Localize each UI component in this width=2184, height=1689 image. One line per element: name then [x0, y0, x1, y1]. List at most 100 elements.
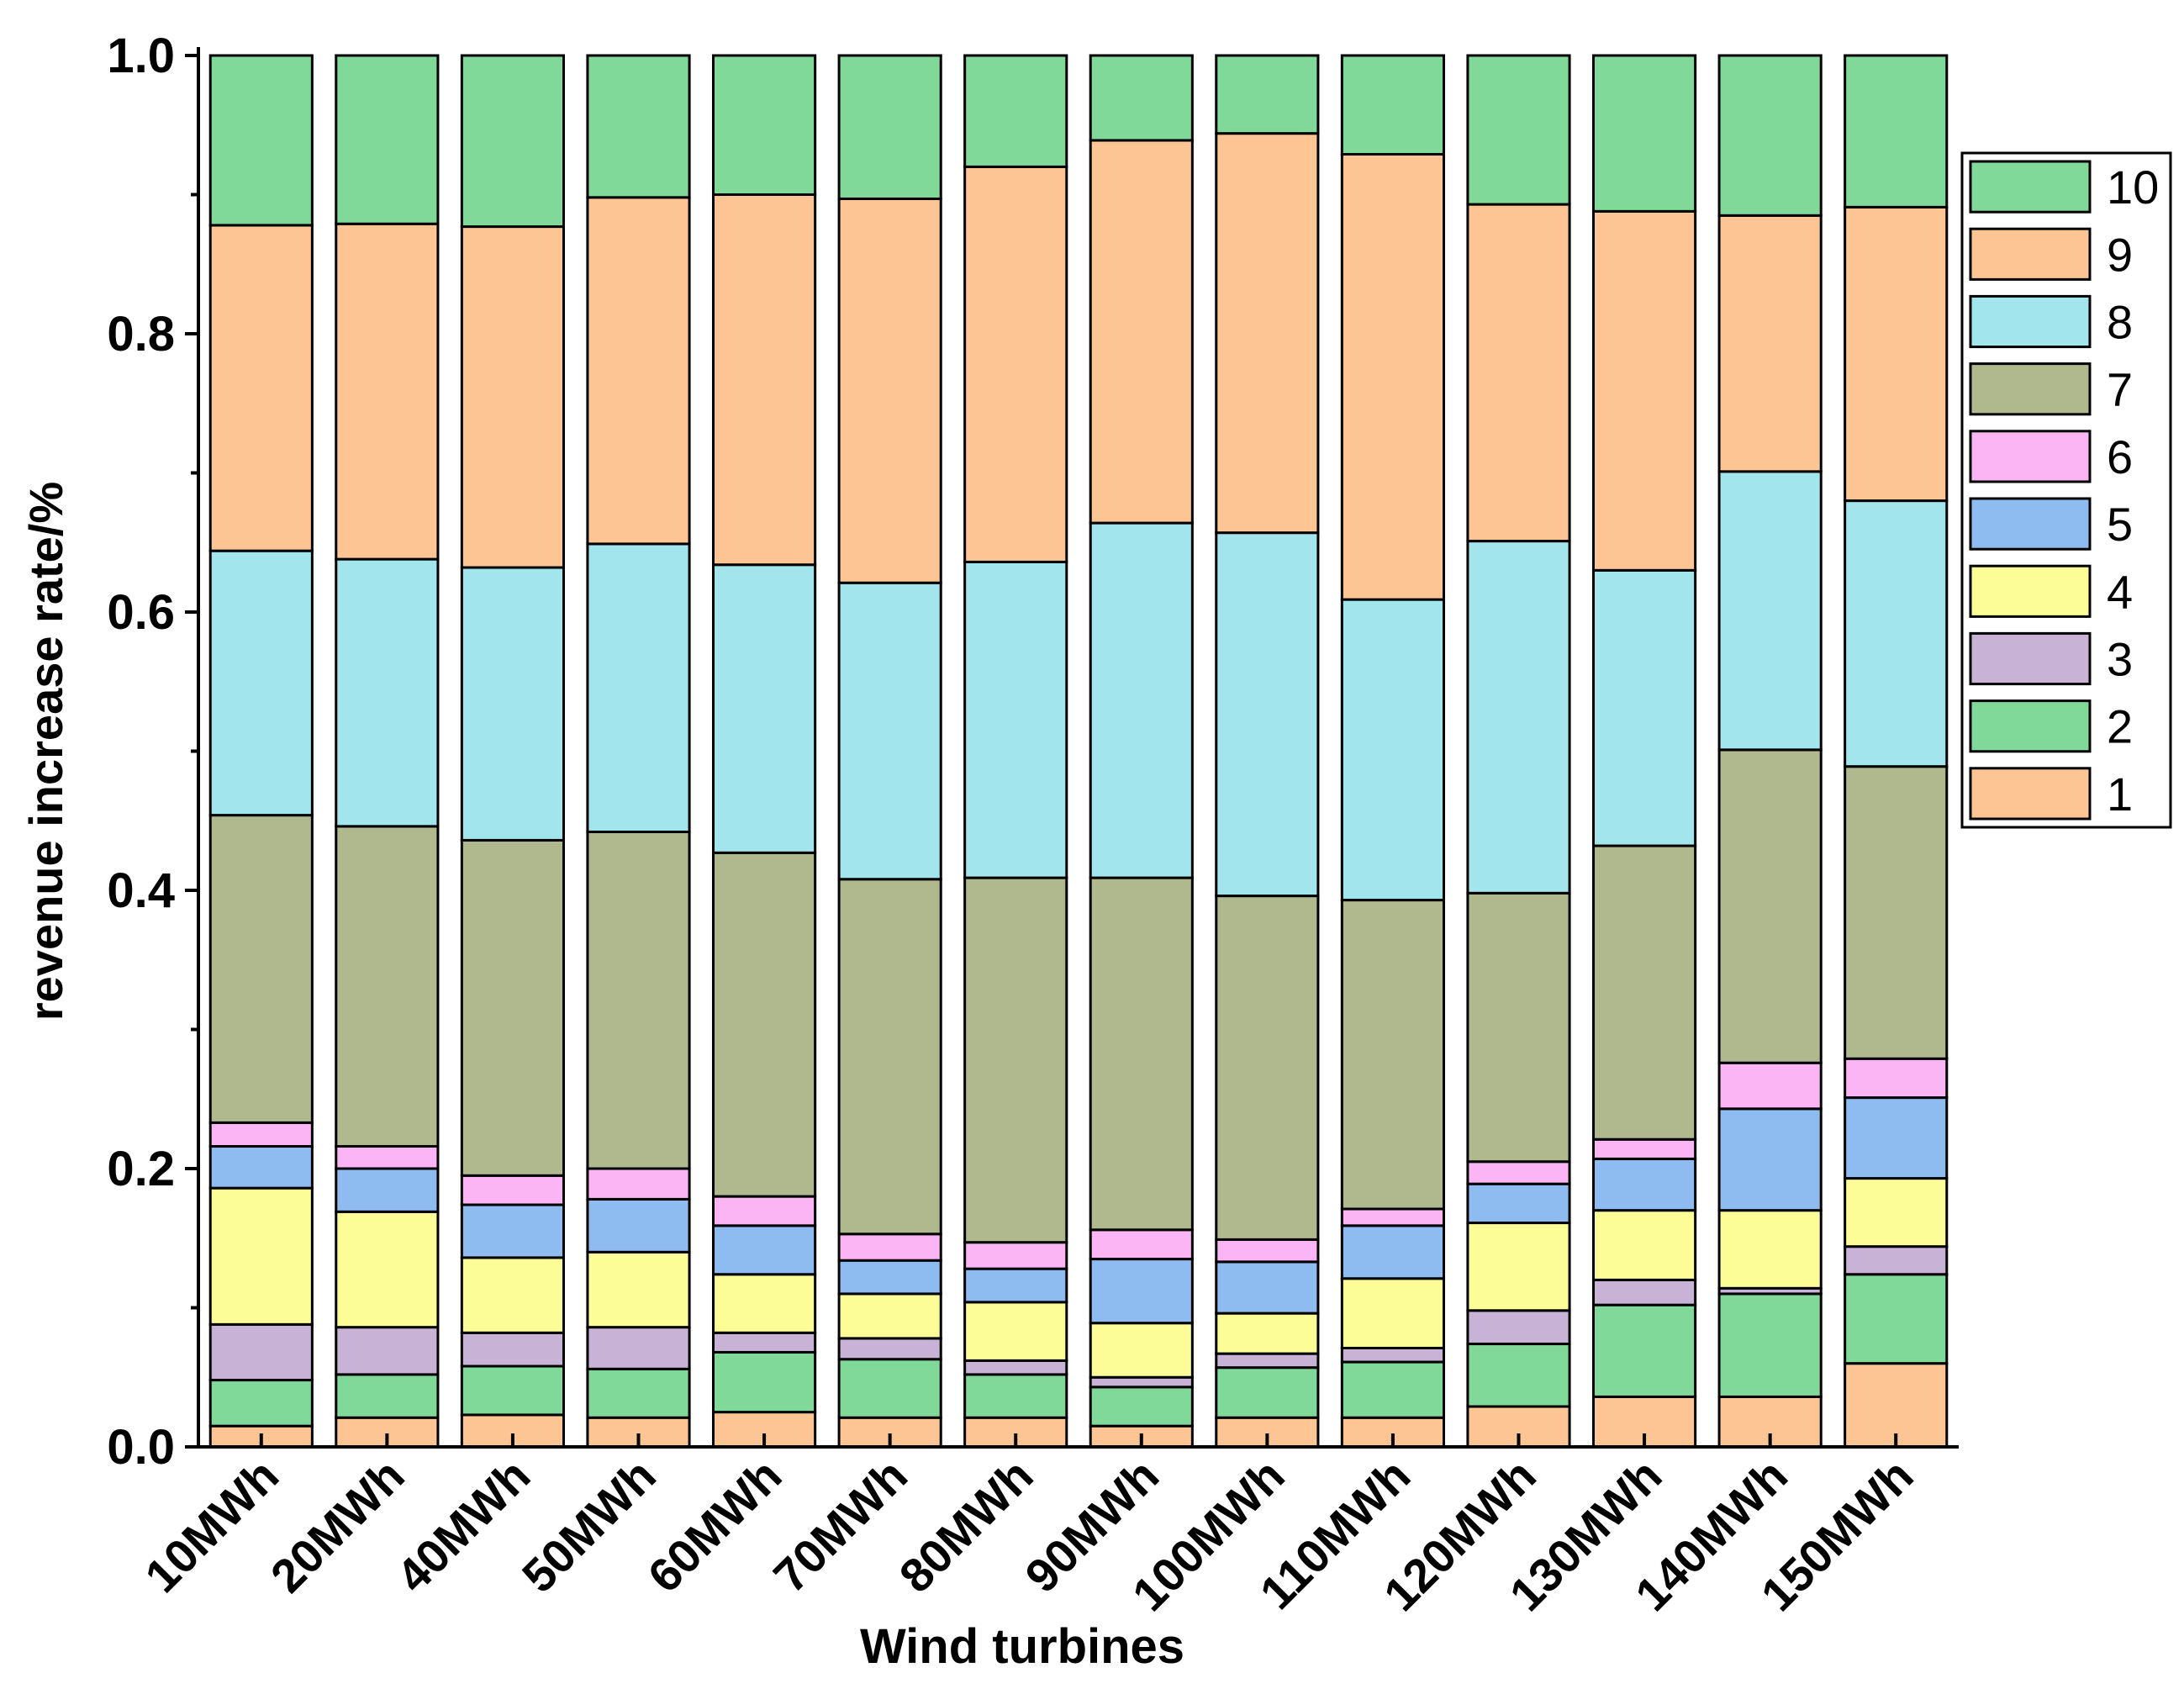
y-tick-label: 0.0 — [107, 1420, 175, 1475]
bar-segment-20MWh-series-4 — [335, 1210, 440, 1329]
bar-segment-20MWh-series-3 — [335, 1326, 440, 1376]
bar-segment-80MWh-series-7 — [963, 876, 1068, 1244]
bar-segment-100MWh-series-4 — [1215, 1312, 1320, 1355]
bar-segment-140MWh-series-10 — [1717, 54, 1823, 217]
bar-segment-150MWh-series-2 — [1844, 1273, 1949, 1365]
bar-segment-80MWh-series-6 — [963, 1241, 1068, 1270]
bar-segment-90MWh-series-5 — [1089, 1258, 1194, 1325]
bar-segment-50MWh-series-10 — [586, 54, 691, 199]
legend-label-10: 10 — [2107, 161, 2159, 214]
bar-segment-110MWh-series-7 — [1340, 899, 1445, 1211]
bar-segment-140MWh-series-8 — [1717, 470, 1823, 752]
bar-segment-40MWh-series-9 — [460, 225, 565, 569]
bar-segment-70MWh-series-7 — [837, 878, 942, 1236]
bar-segment-90MWh-series-2 — [1089, 1386, 1194, 1428]
bar-segment-130MWh-series-4 — [1592, 1209, 1697, 1281]
bar-segment-110MWh-series-8 — [1340, 598, 1445, 902]
bar-segment-50MWh-series-9 — [586, 196, 691, 546]
bar-segment-40MWh-series-6 — [460, 1174, 565, 1206]
legend-swatch-6 — [1969, 430, 2092, 483]
legend-label-6: 6 — [2107, 430, 2133, 483]
bar-segment-20MWh-series-8 — [335, 557, 440, 828]
bar-segment-90MWh-series-4 — [1089, 1322, 1194, 1379]
y-axis-title: revenue increase rate/% — [19, 482, 72, 1021]
bar-segment-140MWh-series-5 — [1717, 1107, 1823, 1212]
bar-segment-70MWh-series-8 — [837, 581, 942, 881]
bar-segment-80MWh-series-3 — [963, 1359, 1068, 1376]
bar-segment-100MWh-series-7 — [1215, 895, 1320, 1241]
bar-segment-10MWh-series-6 — [208, 1121, 314, 1148]
bar-segment-100MWh-series-6 — [1215, 1238, 1320, 1264]
bar-segment-20MWh-series-6 — [335, 1145, 440, 1170]
bar-segment-80MWh-series-2 — [963, 1373, 1068, 1419]
x-axis-title: Wind turbines — [860, 1619, 1184, 1674]
y-tick-label: 0.6 — [107, 585, 175, 640]
bar-segment-60MWh-series-6 — [712, 1195, 817, 1227]
bar-segment-80MWh-series-5 — [963, 1267, 1068, 1304]
bar-segment-140MWh-series-7 — [1717, 748, 1823, 1064]
bar-segment-50MWh-series-3 — [586, 1326, 691, 1370]
y-tick-label: 0.4 — [107, 863, 175, 918]
bar-segment-90MWh-series-10 — [1089, 54, 1194, 142]
bar-segment-50MWh-series-7 — [586, 830, 691, 1170]
bar-segment-60MWh-series-8 — [712, 563, 817, 854]
bar-segment-130MWh-series-7 — [1592, 844, 1697, 1141]
bar-segment-70MWh-series-6 — [837, 1232, 942, 1262]
legend-swatch-4 — [1969, 564, 2092, 618]
bar-segment-100MWh-series-3 — [1215, 1352, 1320, 1370]
legend-swatch-9 — [1969, 227, 2092, 281]
bar-segment-130MWh-series-5 — [1592, 1157, 1697, 1212]
bar-segment-10MWh-series-7 — [208, 814, 314, 1124]
bar-segment-140MWh-series-4 — [1717, 1209, 1823, 1290]
bar-segment-150MWh-series-9 — [1844, 205, 1949, 503]
y-tick-label: 0.2 — [107, 1142, 175, 1196]
legend-label-3: 3 — [2107, 633, 2133, 686]
legend-label-2: 2 — [2107, 700, 2133, 753]
bar-segment-150MWh-series-10 — [1844, 54, 1949, 208]
bar-segment-80MWh-series-9 — [963, 165, 1068, 563]
bar-segment-40MWh-series-3 — [460, 1331, 565, 1368]
bar-segment-80MWh-series-4 — [963, 1301, 1068, 1362]
bar-segment-150MWh-series-7 — [1844, 765, 1949, 1060]
bar-segment-140MWh-series-2 — [1717, 1292, 1823, 1398]
bar-segment-130MWh-series-10 — [1592, 54, 1697, 213]
bar-segment-110MWh-series-3 — [1340, 1346, 1445, 1364]
bar-segment-90MWh-series-6 — [1089, 1228, 1194, 1261]
bar-segment-100MWh-series-9 — [1215, 132, 1320, 535]
bar-segment-150MWh-series-8 — [1844, 499, 1949, 768]
bar-segment-60MWh-series-4 — [712, 1273, 817, 1334]
bar-segment-60MWh-series-2 — [712, 1350, 817, 1414]
legend-label-1: 1 — [2107, 768, 2133, 821]
bar-segment-100MWh-series-8 — [1215, 531, 1320, 898]
bar-segment-110MWh-series-5 — [1340, 1224, 1445, 1280]
bar-segment-20MWh-series-10 — [335, 54, 440, 225]
bar-segment-140MWh-series-9 — [1717, 214, 1823, 473]
legend-swatch-5 — [1969, 497, 2092, 551]
bar-segment-120MWh-series-5 — [1466, 1182, 1571, 1225]
x-tick-label-40MWh: 40MWh — [386, 1449, 540, 1602]
bar-segment-100MWh-series-2 — [1215, 1366, 1320, 1419]
bar-segment-10MWh-series-5 — [208, 1145, 314, 1190]
bar-segment-80MWh-series-10 — [963, 54, 1068, 168]
bar-segment-60MWh-series-5 — [712, 1224, 817, 1276]
bar-segment-130MWh-series-6 — [1592, 1137, 1697, 1160]
bar-segment-110MWh-series-9 — [1340, 153, 1445, 601]
bar-segment-150MWh-series-6 — [1844, 1057, 1949, 1100]
bar-segment-60MWh-series-9 — [712, 193, 817, 567]
bar-segment-150MWh-series-5 — [1844, 1096, 1949, 1180]
bar-segment-40MWh-series-10 — [460, 54, 565, 229]
bar-segment-10MWh-series-8 — [208, 549, 314, 817]
bar-segment-120MWh-series-9 — [1466, 203, 1571, 543]
bar-segment-40MWh-series-2 — [460, 1364, 565, 1417]
bar-segment-130MWh-series-9 — [1592, 209, 1697, 572]
bar-segment-40MWh-series-5 — [460, 1203, 565, 1259]
bar-segment-10MWh-series-3 — [208, 1322, 314, 1382]
bar-segment-90MWh-series-9 — [1089, 139, 1194, 525]
bar-segment-130MWh-series-3 — [1592, 1278, 1697, 1306]
bar-segment-40MWh-series-7 — [460, 838, 565, 1177]
bar-segment-50MWh-series-5 — [586, 1197, 691, 1254]
bar-segment-110MWh-series-2 — [1340, 1360, 1445, 1419]
bar-segment-100MWh-series-5 — [1215, 1260, 1320, 1315]
bar-segment-20MWh-series-2 — [335, 1373, 440, 1419]
bar-segment-150MWh-series-3 — [1844, 1245, 1949, 1276]
